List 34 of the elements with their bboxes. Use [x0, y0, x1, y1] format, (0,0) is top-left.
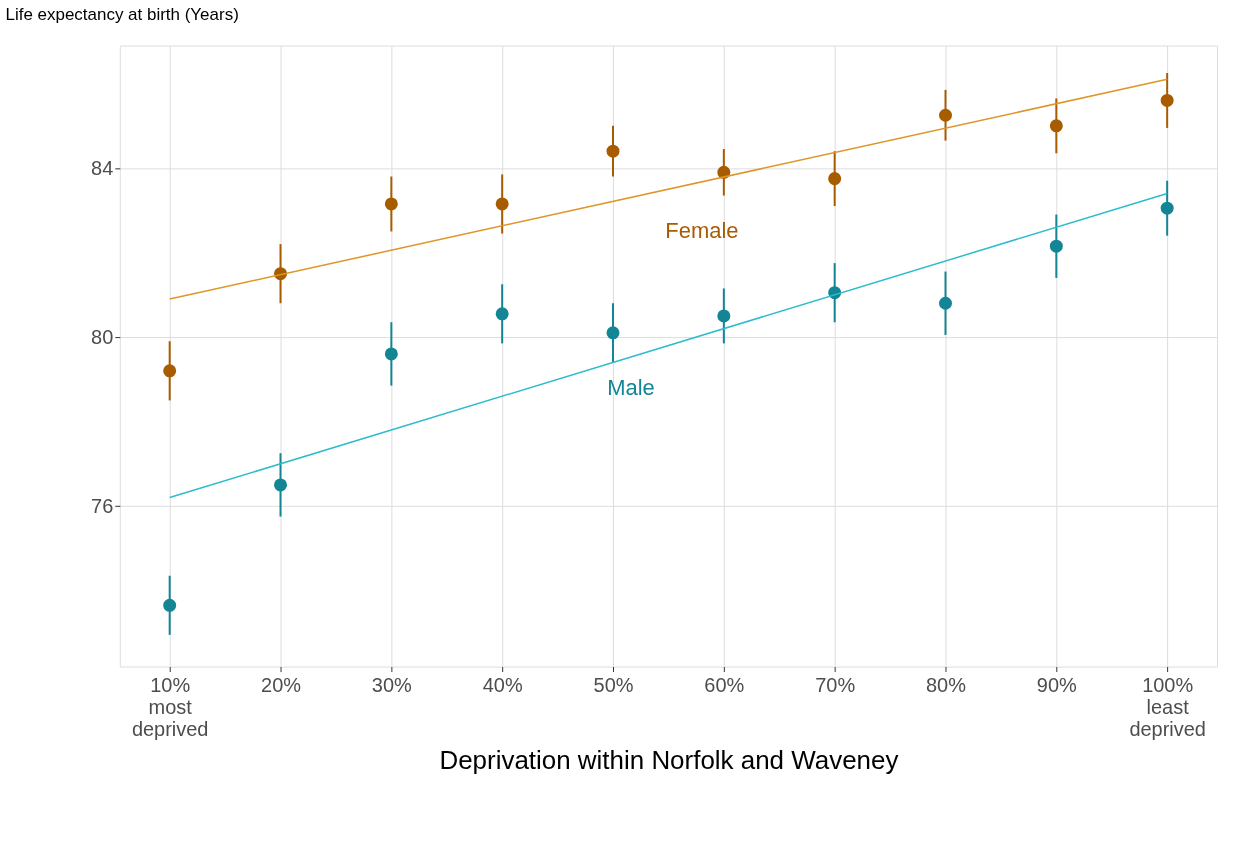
x-tick-label: 80% [926, 674, 967, 697]
point [606, 326, 620, 340]
x-tick-label: 100% least deprived [1129, 674, 1206, 740]
point [1160, 201, 1174, 215]
x-tick-label: 40% [482, 674, 523, 697]
x-tick-label: 90% [1036, 674, 1078, 697]
x-tick-label: 70% [815, 674, 856, 697]
point [1049, 239, 1063, 253]
x-tick-label: 30% [371, 674, 413, 697]
x-tick-label: 20% [261, 674, 302, 697]
point [828, 172, 842, 186]
y-tick-label: 80 [91, 325, 114, 348]
y-tick-label: 76 [91, 494, 114, 517]
point [495, 197, 509, 211]
point [163, 364, 177, 378]
y-tick-label: 84 [91, 156, 114, 179]
x-tick-label: 50% [593, 674, 634, 697]
x-tick-label: 10% most deprived [131, 674, 209, 740]
point [384, 347, 398, 361]
point [938, 108, 953, 122]
x-axis-title: Deprivation within Norfolk and Waveney [439, 745, 899, 774]
point [938, 296, 953, 310]
y-axis-title: Life expectancy at birth (Years) [5, 5, 239, 25]
point [495, 307, 509, 321]
point [1049, 119, 1063, 133]
x-tick-label: 60% [704, 674, 745, 697]
series-label: Male [607, 374, 655, 400]
point [163, 598, 177, 612]
point [274, 478, 288, 492]
point [384, 197, 398, 211]
point [606, 144, 620, 158]
point [717, 309, 731, 323]
series-label: Female [665, 218, 739, 244]
point [1160, 93, 1174, 107]
